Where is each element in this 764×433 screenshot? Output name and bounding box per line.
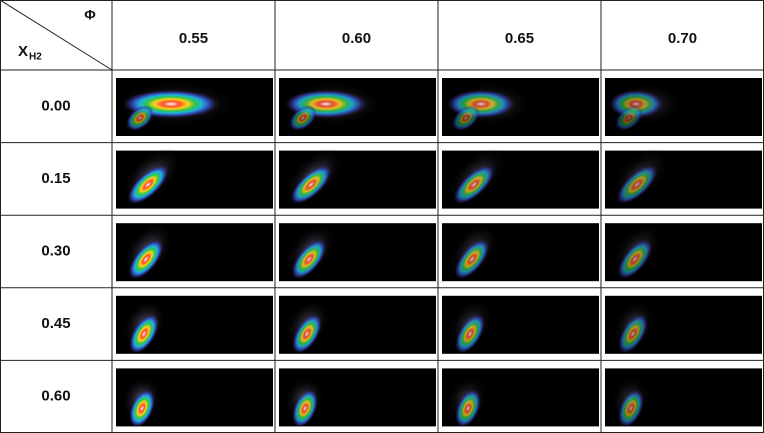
column-header: 0.65 xyxy=(505,30,534,47)
row-header: 0.15 xyxy=(41,170,70,187)
column-header: 0.60 xyxy=(342,30,371,47)
row-header-label: X xyxy=(18,43,28,60)
row-header: 0.00 xyxy=(41,97,70,114)
table-border xyxy=(1,1,764,433)
column-header: 0.70 xyxy=(668,30,697,47)
row-header: 0.30 xyxy=(41,242,70,259)
row-header: 0.60 xyxy=(41,388,70,405)
column-header-label: Φ xyxy=(84,7,96,23)
column-header: 0.55 xyxy=(179,30,208,47)
results-table: Φ X H2 0.55 0.60 0.65 0.70 0.00 0.15 0.30 0.45 0… xyxy=(0,0,764,433)
row-header-label-subscript: H2 xyxy=(29,52,42,63)
row-header: 0.45 xyxy=(41,315,70,332)
